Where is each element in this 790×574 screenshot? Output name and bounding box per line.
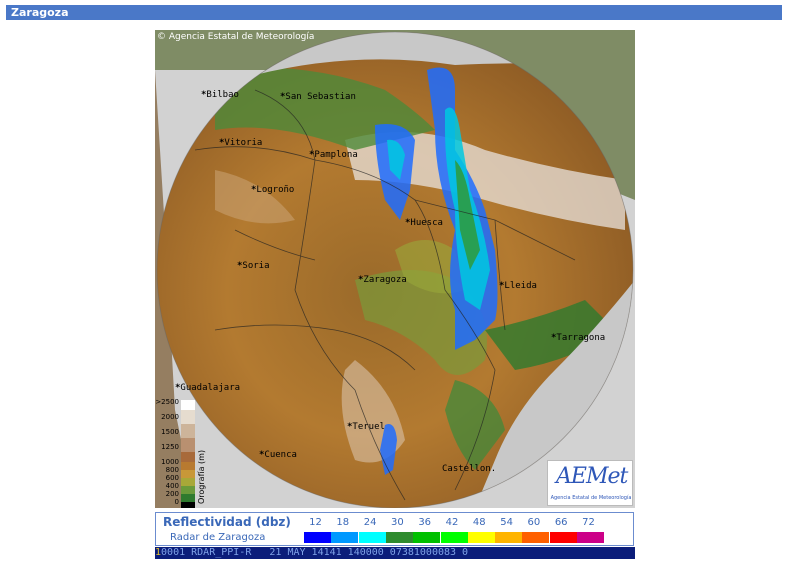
city-label-vitoria: *Vitoria [219,138,263,148]
city-marker-icon: * [201,90,207,100]
scale-swatch [577,532,604,543]
scale-swatch [440,532,468,543]
scale-swatch [331,532,359,543]
city-label-lleida: *Lleida [499,281,537,291]
orography-label: 1250 [161,443,179,451]
scale-swatch [522,532,550,543]
orography-label: 800 [165,466,179,474]
page-title-bar: Zaragoza [6,5,782,20]
city-label-bilbao: *Bilbao [201,90,239,100]
aemet-logo: AEMet Agencia Estatal de Meteorología [547,460,633,506]
radar-name: Radar de Zaragoza [170,532,266,543]
orography-label: 600 [165,474,179,482]
scale-swatch [549,532,577,543]
scale-label: 60 [527,517,541,528]
radar-map-image [155,30,635,508]
status-text: 0001 RDAR_PPI-R 21 MAY 14141 140000 0738… [161,547,469,558]
scale-swatch [495,532,523,543]
scale-label: 72 [582,517,595,528]
city-marker-icon: * [405,218,411,228]
city-label-soria: *Soria [237,261,270,271]
orography-color-bar [181,400,195,508]
scale-label: 12 [309,517,322,528]
scale-swatch [304,532,331,543]
status-lead: 1 [155,547,162,558]
city-marker-icon: * [358,275,364,285]
city-label-tarragona: *Tarragona [551,333,606,343]
city-label-pamplona: *Pamplona [309,150,358,160]
city-label-cuenca: *Cuenca [259,450,297,460]
city-marker-icon: * [499,281,505,291]
city-label-logrono: *Logroño [251,185,295,195]
scale-label: 24 [363,517,377,528]
city-label-huesca: *Huesca [405,218,443,228]
orography-label: 1500 [161,428,179,436]
city-label-guadalajara: *Guadalajara [175,383,241,393]
reflectivity-title: Reflectividad (dbz) [163,515,291,529]
copyright-notice: © Agencia Estatal de Meteorología [157,32,314,42]
city-label-teruel: *Teruel [347,422,385,432]
scale-swatch [467,532,495,543]
orography-label: 2000 [161,413,179,421]
logo-subtitle: Agencia Estatal de Meteorología [550,495,632,501]
city-marker-icon: * [237,261,243,271]
city-marker-icon: * [219,138,225,148]
orography-label: 200 [165,490,179,498]
logo-wordmark: AEMet [556,464,628,489]
reflectivity-legend: Reflectividad (dbz) Radar de Zaragoza 12… [155,512,634,546]
orography-label: 400 [165,482,179,490]
scale-label: 36 [418,517,432,528]
scale-swatch [358,532,386,543]
radar-map: © Agencia Estatal de Meteorología *Bilba… [155,30,635,508]
city-marker-icon: * [347,422,353,432]
status-line: 10001 RDAR_PPI-R 21 MAY 14141 140000 073… [155,547,635,559]
orography-legend: >2500 2000 1500 1250 1000 800 600 400 20… [155,398,207,508]
scale-swatch [413,532,441,543]
orography-label: 0 [174,498,179,506]
scale-label: 18 [336,517,350,528]
orography-label: 1000 [161,458,179,466]
scale-label: 30 [391,517,404,528]
copyright-icon: © [157,32,166,42]
city-marker-icon: * [175,383,181,393]
city-marker-icon: * [309,150,315,160]
city-marker-icon: * [251,185,257,195]
city-label-san-sebastian: *San Sebastian [280,92,356,102]
orography-label: >2500 [155,398,179,406]
city-marker-icon: * [551,333,557,343]
scale-swatch [385,532,413,543]
city-label-zaragoza: *Zaragoza [358,275,407,285]
scale-label: 42 [445,517,459,528]
scale-label: 66 [554,517,568,528]
orography-title: Orografía (m) [197,449,206,504]
city-marker-icon: * [259,450,265,460]
city-marker-icon: * [280,92,286,102]
scale-label: 54 [500,517,513,528]
page-title: Zaragoza [11,6,69,19]
scale-label: 48 [472,517,486,528]
copyright-text: Agencia Estatal de Meteorología [168,32,315,42]
city-label-castellon: Castellon. [442,464,497,474]
